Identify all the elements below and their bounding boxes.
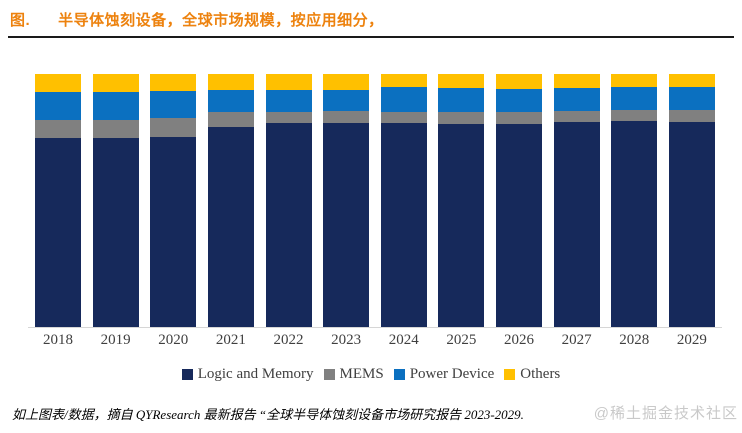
x-axis-label: 2029 bbox=[676, 332, 707, 348]
bar-segment-others bbox=[668, 74, 715, 88]
legend-swatch-icon bbox=[181, 369, 193, 380]
chart-title-prefix: 图. bbox=[10, 12, 31, 29]
x-axis-labels: 2018 2019 2020 2021 2022 2023 2024 2025 2026 2027… bbox=[35, 332, 715, 349]
bar-segment-mems bbox=[92, 120, 139, 139]
bar-segment-mems bbox=[553, 110, 600, 123]
bar-segment-others bbox=[92, 74, 139, 93]
legend-swatch-icon bbox=[504, 369, 516, 380]
bar-segment-mems bbox=[207, 112, 254, 127]
x-axis-label: 2020 bbox=[158, 332, 189, 348]
bar-segment-power-device bbox=[496, 89, 542, 112]
bar-2018 bbox=[35, 74, 81, 327]
bar-segment-mems bbox=[150, 118, 197, 138]
bar-segment-power-device bbox=[92, 92, 139, 121]
bar-segment-power-device bbox=[611, 87, 658, 110]
legend-label: Power Device bbox=[409, 366, 495, 382]
bar-2028 bbox=[611, 74, 658, 327]
x-axis-label: 2026 bbox=[504, 332, 534, 348]
bar-2027 bbox=[553, 74, 600, 327]
stacked-bar-chart bbox=[35, 74, 715, 327]
bar-segment-others bbox=[553, 74, 600, 89]
bar-segment-others bbox=[323, 74, 370, 90]
bar-segment-others bbox=[207, 74, 254, 90]
bar-segment-logic-and-memory bbox=[380, 123, 427, 327]
source-note: 如上图表/数据，摘自 QYResearch 最新报告 “全球半导体蚀刻设备市场研… bbox=[12, 407, 524, 422]
x-axis-label: 2028 bbox=[619, 332, 650, 348]
legend: Logic and Memory MEMS Power Device Others bbox=[0, 366, 742, 383]
bar-2029 bbox=[668, 74, 715, 327]
bar-2025 bbox=[438, 74, 485, 327]
title-divider bbox=[8, 36, 734, 38]
bar-2024 bbox=[380, 74, 427, 327]
bar-segment-mems bbox=[438, 112, 485, 125]
bar-segment-others bbox=[150, 74, 197, 91]
bar-segment-others bbox=[611, 74, 658, 88]
bar-segment-logic-and-memory bbox=[496, 123, 542, 327]
bar-segment-others bbox=[380, 74, 427, 88]
legend-item-power-device: Power Device bbox=[393, 366, 495, 383]
bar-segment-logic-and-memory bbox=[150, 137, 197, 327]
x-axis-label: 2024 bbox=[388, 332, 419, 348]
bar-segment-others bbox=[438, 74, 485, 89]
bar-2020 bbox=[150, 74, 197, 327]
bar-segment-logic-and-memory bbox=[265, 123, 312, 327]
legend-item-logic-and-memory: Logic and Memory bbox=[181, 366, 314, 383]
bar-segment-power-device bbox=[380, 87, 427, 113]
bar-segment-logic-and-memory bbox=[611, 121, 658, 327]
bar-segment-power-device bbox=[150, 90, 197, 119]
bar-segment-power-device bbox=[35, 92, 81, 121]
bar-2023 bbox=[323, 74, 370, 327]
bar-segment-mems bbox=[380, 112, 427, 124]
bar-segment-mems bbox=[611, 109, 658, 122]
x-axis-label: 2027 bbox=[561, 332, 592, 348]
bar-segment-power-device bbox=[323, 89, 370, 111]
chart-title: 图. 半导体蚀刻设备，全球市场规模，按应用细分， bbox=[10, 9, 732, 30]
bar-segment-power-device bbox=[553, 88, 600, 111]
bar-segment-power-device bbox=[668, 87, 715, 111]
bar-segment-mems bbox=[668, 110, 715, 122]
x-axis-label: 2021 bbox=[215, 332, 246, 348]
watermark: @稀土掘金技术社区 bbox=[593, 405, 738, 422]
legend-label: Logic and Memory bbox=[197, 366, 314, 382]
bar-2026 bbox=[496, 74, 542, 327]
bar-segment-logic-and-memory bbox=[207, 126, 254, 327]
x-axis-label: 2022 bbox=[273, 332, 304, 348]
bar-2022 bbox=[265, 74, 312, 327]
legend-label: MEMS bbox=[339, 366, 384, 382]
bar-segment-others bbox=[496, 74, 542, 90]
bar-segment-power-device bbox=[207, 89, 254, 113]
x-axis-label: 2023 bbox=[331, 332, 362, 348]
chart-title-text: 半导体蚀刻设备，全球市场规模，按应用细分， bbox=[58, 12, 384, 29]
legend-swatch-icon bbox=[323, 369, 335, 380]
legend-swatch-icon bbox=[393, 369, 405, 380]
bar-segment-logic-and-memory bbox=[553, 122, 600, 327]
bar-segment-logic-and-memory bbox=[668, 121, 715, 327]
bar-segment-others bbox=[265, 74, 312, 90]
legend-item-mems: MEMS bbox=[323, 366, 384, 383]
x-axis-line bbox=[28, 327, 722, 328]
bar-2019 bbox=[92, 74, 139, 327]
bar-segment-others bbox=[35, 74, 81, 93]
x-axis-label: 2019 bbox=[100, 332, 131, 348]
bar-segment-power-device bbox=[438, 88, 485, 113]
bar-segment-mems bbox=[35, 120, 81, 139]
legend-label: Others bbox=[520, 366, 561, 382]
bar-segment-logic-and-memory bbox=[35, 138, 81, 327]
x-axis-label: 2018 bbox=[43, 332, 73, 348]
bar-segment-power-device bbox=[265, 89, 312, 112]
bar-segment-mems bbox=[496, 111, 542, 124]
bar-2021 bbox=[207, 74, 254, 327]
bar-segment-logic-and-memory bbox=[92, 138, 139, 327]
legend-item-others: Others bbox=[504, 366, 560, 383]
bar-segment-mems bbox=[265, 111, 312, 124]
bar-segment-logic-and-memory bbox=[438, 124, 485, 327]
x-axis-label: 2025 bbox=[446, 332, 477, 348]
bar-segment-logic-and-memory bbox=[323, 123, 370, 327]
bar-segment-mems bbox=[323, 110, 370, 124]
